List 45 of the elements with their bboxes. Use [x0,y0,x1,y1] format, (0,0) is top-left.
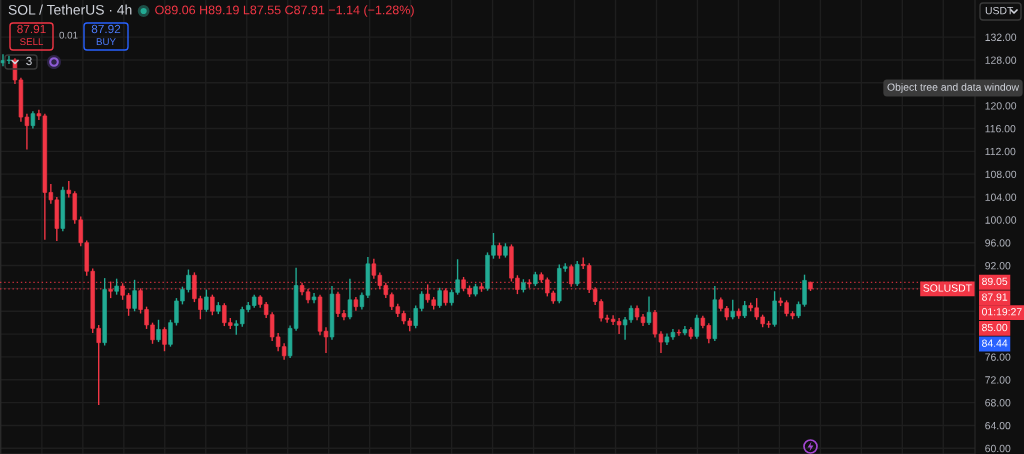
y-tick-label: 104.00 [985,193,1017,201]
candlestick [162,326,167,352]
y-tick-label: 120.00 [985,102,1017,110]
y-tick-label: 132.00 [985,33,1017,41]
candlestick [772,290,777,328]
y-axis-title: USDT [985,6,1014,15]
candlestick [6,54,12,65]
y-tick-label: 64.00 [985,421,1011,430]
y-tick-label: 116.00 [985,124,1016,133]
annotation: SELL [20,38,44,46]
text: 85.00 [982,323,1008,332]
chart-subtitle: O89.06 H89.19 L87.55 C87.91 −1.14 (−1.28%) [155,5,414,17]
annotation: 3 [26,56,32,66]
ref-line-label: 87.91 [982,293,1008,301]
y-tick-label: 108.00 [985,170,1017,179]
y-tick-label: 76.00 [985,353,1011,361]
candlestick [347,277,353,320]
text: 84.44 [982,339,1008,347]
y-tick-label: 60.00 [985,444,1011,453]
y-tick-label: 92.00 [985,262,1011,270]
annotation: 87.91 [17,24,46,34]
y-tick-label: 112.00 [985,147,1016,156]
annotation: BUY [96,38,116,46]
candlestick [132,279,137,312]
y-tick-label: 96.00 [985,239,1011,247]
ref-line-label: 89.05 [982,277,1008,286]
candlestick [575,260,580,287]
candlestick [730,299,735,320]
text: 01:19:27 [982,308,1022,316]
candlestick [210,293,215,316]
candlestick [0,53,6,67]
y-tick-label: 72.00 [985,376,1011,384]
annotation: SOLUSDT [923,284,972,292]
annotation: 0.01 [59,31,78,39]
candlestick [156,319,161,343]
candlestick [646,295,652,326]
candlestick [694,313,700,340]
chart-title: SOL / TetherUS · 4h [8,4,132,15]
annotation: 87.92 [91,24,121,34]
annotation: Object tree and data window [887,83,1020,93]
y-tick-label: 68.00 [985,399,1011,407]
candlestick [437,287,442,309]
candlestick [204,288,209,313]
y-tick-label: 128.00 [985,56,1017,64]
y-tick-label: 100.00 [985,216,1017,224]
